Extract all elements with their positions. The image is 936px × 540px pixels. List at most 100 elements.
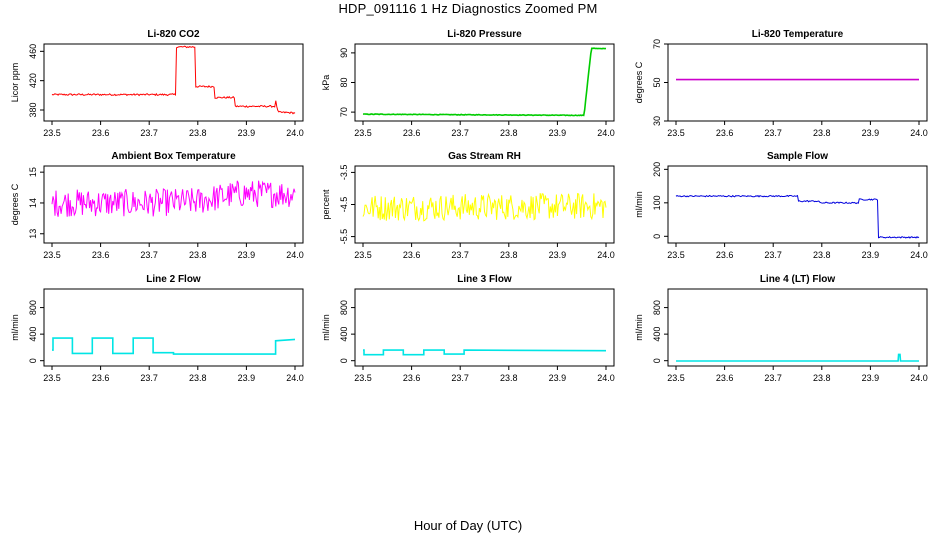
chart-title: Li-820 Temperature [752,29,844,40]
y-tick-label: 0 [652,358,662,363]
x-tick-label: 23.5 [667,128,685,138]
y-tick-label: 380 [28,102,38,117]
y-tick-label: 800 [652,300,662,315]
y-tick-label: 100 [652,195,662,210]
x-tick-label: 23.5 [354,373,372,383]
y-tick-label: 14 [28,198,38,208]
y-tick-label: 460 [28,44,38,59]
chart-panel-1: Li-820 CO2 Licor ppm 23.5 23.6 23.7 23.8 23.9 2… [10,29,304,138]
x-tick-label: 24.0 [597,128,615,138]
y-tick-label: -3.5 [339,165,349,181]
y-tick-label: 30 [652,116,662,126]
chart-title: Gas Stream RH [448,151,521,162]
y-tick-label: 13 [28,229,38,239]
y-axis-label: ml/min [634,314,644,341]
x-tick-label: 23.9 [549,250,567,260]
x-tick-label: 23.5 [354,128,372,138]
chart-title: Sample Flow [767,151,828,162]
x-tick-label: 23.8 [189,250,207,260]
chart-title: Ambient Box Temperature [111,151,236,162]
plot-frame [667,165,928,244]
x-tick-label: 23.5 [354,250,372,260]
x-tick-label: 23.5 [43,373,61,383]
x-tick-label: 23.9 [549,128,567,138]
x-tick-label: 23.8 [813,373,831,383]
y-tick-label: 0 [339,358,349,363]
x-tick-label: 23.9 [549,373,567,383]
x-tick-label: 24.0 [286,250,304,260]
x-tick-label: 23.9 [862,250,880,260]
x-tick-label: 23.7 [451,250,469,260]
x-tick-label: 24.0 [597,250,615,260]
x-tick-label: 23.6 [403,373,421,383]
y-tick-label: 200 [652,162,662,177]
x-tick-label: 23.5 [667,250,685,260]
x-tick-label: 23.7 [140,128,158,138]
y-tick-label: 800 [28,300,38,315]
x-tick-label: 23.6 [92,128,110,138]
x-tick-label: 23.7 [764,373,782,383]
series-line [362,192,607,222]
x-tick-label: 24.0 [910,373,928,383]
plot-frame [354,43,615,122]
x-tick-label: 23.9 [238,250,256,260]
x-tick-label: 23.9 [238,373,256,383]
chart-title: Line 4 (LT) Flow [760,274,836,285]
x-tick-label: 23.6 [92,250,110,260]
y-tick-label: 400 [652,327,662,342]
y-tick-label: 90 [339,48,349,58]
x-tick-label: 24.0 [286,373,304,383]
x-tick-label: 24.0 [286,128,304,138]
chart-panel-7: Line 2 Flow ml/min 23.5 23.6 23.7 23.8 23.9 24.… [10,274,304,383]
plot-frame [43,43,304,122]
x-tick-label: 23.5 [43,128,61,138]
y-axis-label: kPa [321,75,331,91]
series-line [52,337,296,355]
x-tick-label: 23.6 [716,128,734,138]
x-tick-label: 23.6 [92,373,110,383]
y-axis-label: ml/min [634,191,644,218]
y-tick-label: 70 [339,107,349,117]
y-tick-label: 0 [28,358,38,363]
panel-grid: Li-820 CO2 Licor ppm 23.5 23.6 23.7 23.8 23.9 2… [10,29,928,383]
x-tick-label: 23.5 [667,373,685,383]
y-tick-label: 400 [28,327,38,342]
x-tick-label: 23.8 [189,373,207,383]
x-tick-label: 23.9 [862,128,880,138]
chart-panel-6: Sample Flow ml/min 23.5 23.6 23.7 23.8 23.9 24.… [634,151,928,260]
x-tick-label: 23.8 [500,250,518,260]
chart-panel-8: Line 3 Flow ml/min 23.5 23.6 23.7 23.8 23.9 24.… [321,274,615,383]
y-axis-label: Licor ppm [10,63,20,103]
plot-frame [667,43,928,122]
y-axis-label: percent [321,189,331,220]
chart-panel-4: Ambient Box Temperature degrees C 23.5 23.6… [10,151,304,260]
x-tick-label: 24.0 [910,128,928,138]
y-tick-label: 70 [652,39,662,49]
x-tick-label: 23.8 [500,128,518,138]
chart-panel-5: Gas Stream RH percent 23.5 23.6 23.7 23.8 23.9… [321,151,615,260]
x-tick-label: 23.7 [140,373,158,383]
series-line [51,45,296,115]
series-line [363,349,607,356]
y-tick-label: 50 [652,77,662,87]
x-tick-label: 23.6 [403,128,421,138]
chart-title: Li-820 Pressure [447,29,522,40]
y-tick-label: 0 [652,234,662,239]
x-tick-label: 23.6 [716,250,734,260]
series-line [676,353,919,362]
x-tick-label: 24.0 [910,250,928,260]
y-tick-label: 15 [28,167,38,177]
x-tick-label: 23.7 [140,250,158,260]
x-tick-label: 23.7 [764,128,782,138]
page-title: HDP_091116 1 Hz Diagnostics Zoomed PM [338,1,598,16]
y-tick-label: 420 [28,73,38,88]
plot-frame [43,288,304,367]
y-axis-label: degrees C [634,61,644,103]
x-tick-label: 24.0 [597,373,615,383]
series-line [362,47,607,117]
x-tick-label: 23.7 [451,128,469,138]
x-tick-label: 23.6 [403,250,421,260]
y-axis-label: ml/min [321,314,331,341]
y-axis-label: degrees C [10,183,20,225]
y-tick-label: 800 [339,300,349,315]
